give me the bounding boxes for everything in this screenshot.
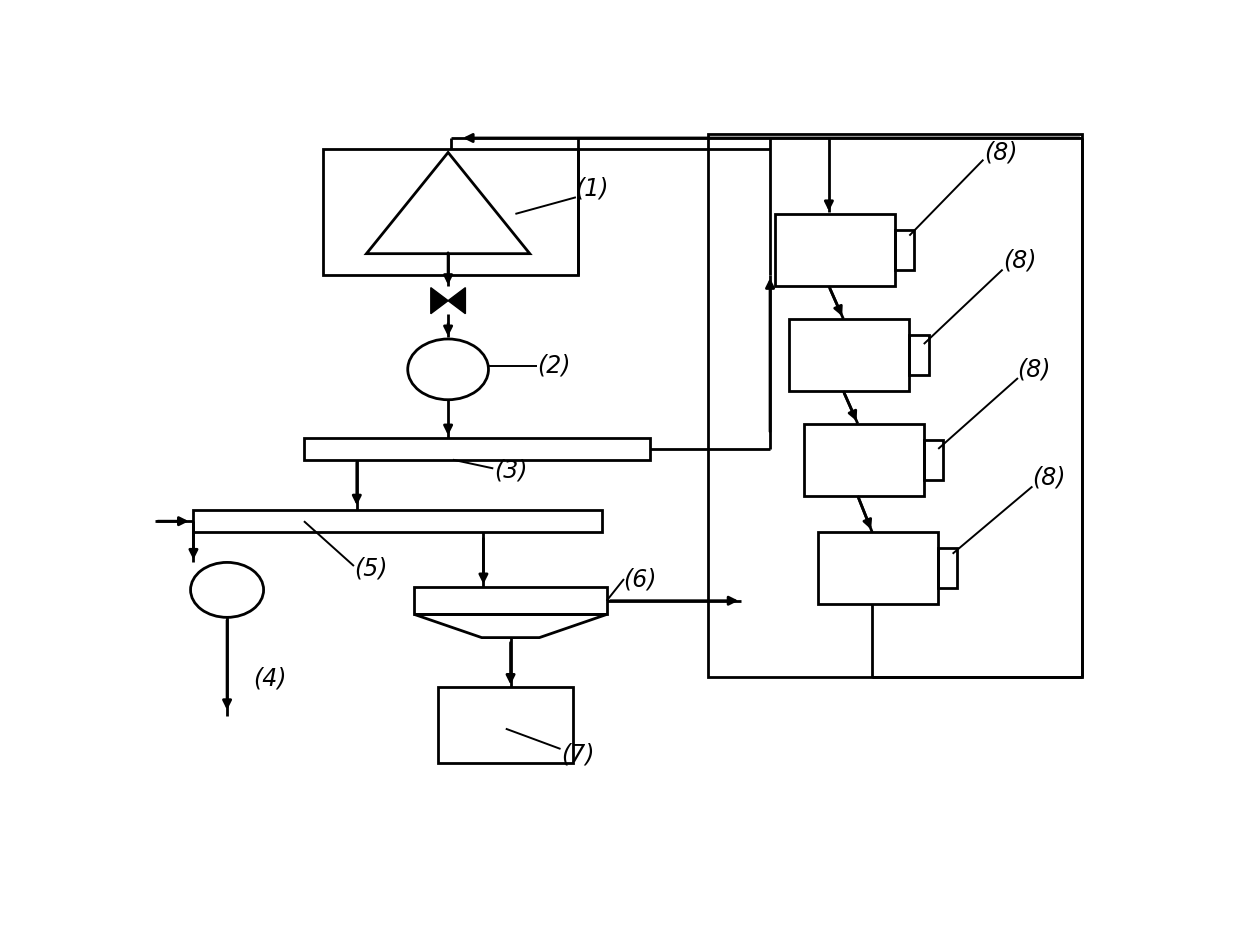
Bar: [895, 230, 914, 269]
Bar: [924, 439, 944, 480]
Text: (3): (3): [494, 458, 527, 483]
Bar: [414, 587, 606, 614]
Bar: [708, 134, 1083, 677]
Bar: [193, 510, 601, 532]
Polygon shape: [448, 287, 465, 314]
Text: (8): (8): [1003, 249, 1037, 273]
Text: (8): (8): [1032, 466, 1065, 490]
Text: (4): (4): [253, 666, 288, 690]
Bar: [324, 148, 578, 275]
Text: (1): (1): [575, 177, 609, 201]
Text: (7): (7): [560, 742, 595, 766]
Bar: [818, 532, 939, 605]
Text: (2): (2): [537, 354, 570, 377]
Bar: [775, 214, 895, 286]
Bar: [909, 335, 929, 375]
Text: (6): (6): [624, 567, 657, 591]
Bar: [439, 687, 573, 763]
Text: (8): (8): [1018, 358, 1052, 381]
Bar: [789, 318, 909, 391]
Text: (8): (8): [983, 141, 1018, 164]
Polygon shape: [430, 287, 448, 314]
Text: (5): (5): [355, 556, 388, 580]
Bar: [304, 438, 650, 460]
Bar: [939, 548, 957, 588]
Bar: [804, 423, 924, 496]
